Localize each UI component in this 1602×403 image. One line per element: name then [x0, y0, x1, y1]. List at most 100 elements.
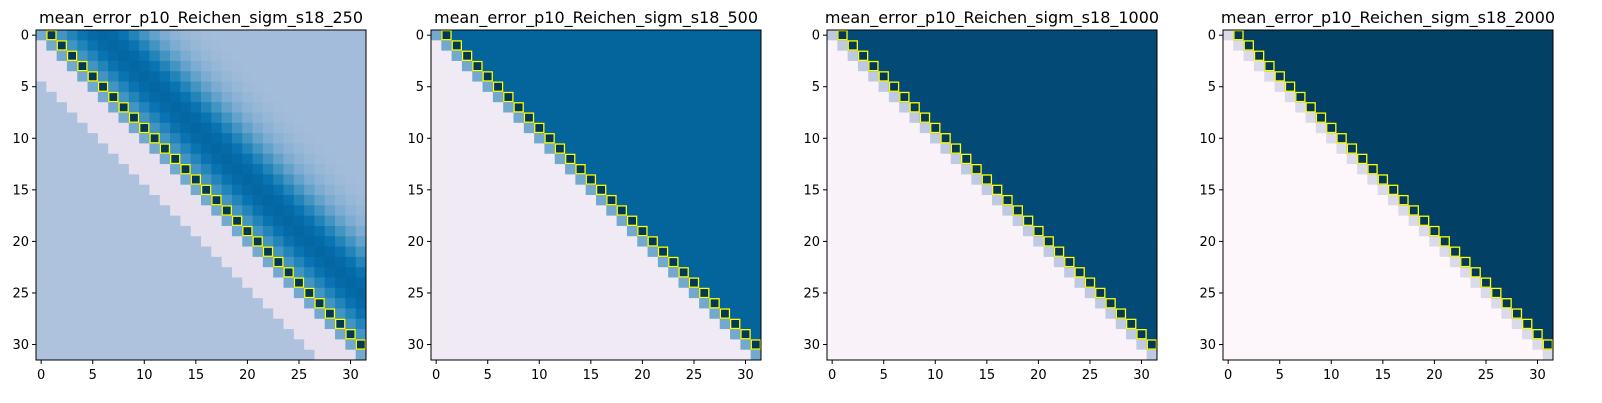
heatmap-cell — [441, 339, 453, 351]
heatmap-cell — [647, 205, 659, 217]
heatmap-cell — [97, 298, 109, 309]
heatmap-cell — [554, 277, 566, 289]
heatmap-cell — [1418, 205, 1430, 217]
heatmap-cell — [719, 102, 731, 113]
heatmap-cell — [211, 174, 223, 186]
heatmap-cell — [919, 91, 931, 103]
heatmap-cell — [1429, 102, 1440, 113]
heatmap-cell — [909, 50, 921, 62]
heatmap-cell — [1480, 91, 1492, 103]
heatmap-cell — [688, 81, 700, 93]
heatmap-cell — [283, 205, 295, 217]
heatmap-cell — [1336, 112, 1348, 124]
heatmap-cell — [1408, 205, 1420, 217]
heatmap-cell — [688, 339, 700, 351]
heatmap-cell — [1460, 225, 1471, 237]
heatmap-cell — [1022, 71, 1034, 82]
heatmap-cell — [1146, 184, 1158, 196]
heatmap-cell — [180, 143, 192, 155]
heatmap-cell — [1284, 205, 1296, 217]
heatmap-cell — [190, 50, 202, 62]
heatmap-cell — [585, 349, 597, 361]
heatmap-cell — [1243, 225, 1255, 237]
heatmap-cell — [647, 81, 659, 93]
heatmap-cell — [1064, 102, 1075, 113]
heatmap-cell — [827, 339, 838, 351]
heatmap-cell — [492, 184, 504, 196]
heatmap-cell — [492, 349, 504, 361]
heatmap-cell — [950, 215, 962, 227]
heatmap-cell — [242, 102, 253, 113]
heatmap-cell — [1305, 215, 1317, 227]
heatmap-cell — [201, 112, 212, 124]
heatmap-cell — [857, 195, 869, 206]
heatmap-cell — [1274, 30, 1286, 41]
heatmap-cell — [940, 153, 952, 165]
heatmap-cell — [149, 205, 161, 217]
heatmap-cell — [1253, 215, 1265, 227]
heatmap-cell — [1084, 60, 1096, 72]
heatmap-cell — [1357, 349, 1368, 361]
heatmap-cell — [242, 122, 253, 134]
heatmap-cell — [1480, 164, 1492, 175]
heatmap-cell — [857, 225, 869, 237]
heatmap-cell — [1223, 246, 1234, 258]
heatmap-cell — [1233, 153, 1245, 165]
heatmap-cell — [961, 236, 972, 247]
heatmap-cell — [719, 339, 731, 351]
heatmap-cell — [56, 102, 68, 113]
heatmap-cell — [1398, 164, 1410, 175]
heatmap-cell — [596, 195, 607, 206]
heatmap-cell — [837, 246, 849, 258]
heatmap-cell — [950, 174, 962, 186]
heatmap-cell — [1136, 329, 1148, 340]
heatmap-cell — [149, 50, 161, 62]
heatmap-cell — [159, 277, 171, 289]
heatmap-cell — [1388, 184, 1399, 196]
heatmap-cell — [1305, 143, 1317, 155]
heatmap-cell — [971, 81, 983, 93]
heatmap-cell — [1053, 91, 1065, 103]
y-tick-label: 25 — [12, 286, 29, 301]
heatmap-cell — [1542, 102, 1554, 113]
heatmap-cell — [304, 71, 315, 82]
heatmap-cell — [899, 308, 910, 320]
heatmap-cell — [482, 329, 494, 340]
heatmap-cell — [1105, 287, 1117, 299]
heatmap-cell — [940, 256, 952, 268]
heatmap-cell — [961, 174, 972, 186]
heatmap-cell — [750, 122, 762, 134]
heatmap-cell — [1346, 133, 1358, 144]
heatmap-cell — [87, 40, 99, 52]
heatmap-cell — [201, 339, 212, 351]
heatmap-cell — [534, 40, 545, 52]
heatmap-cell — [108, 256, 119, 268]
heatmap-cell — [847, 164, 859, 175]
diagonal-highlight-box — [1033, 225, 1044, 237]
heatmap-cell — [1491, 174, 1502, 186]
heatmap-cell — [139, 298, 150, 309]
heatmap-cell — [1357, 308, 1368, 320]
heatmap-cell — [1460, 174, 1471, 186]
heatmap-cell — [1084, 81, 1096, 93]
heatmap-cell — [1284, 318, 1296, 330]
heatmap-cell — [252, 50, 264, 62]
heatmap-cell — [492, 60, 504, 72]
heatmap-cell — [431, 133, 442, 144]
heatmap-cell — [1388, 91, 1399, 103]
heatmap-cell — [544, 205, 556, 217]
heatmap-cell — [1223, 60, 1234, 72]
heatmap-cell — [503, 60, 514, 72]
heatmap-cell — [878, 81, 890, 93]
heatmap-cell — [1074, 30, 1086, 41]
heatmap-cell — [190, 339, 202, 351]
heatmap-cell — [1480, 215, 1492, 227]
heatmap-cell — [637, 184, 648, 196]
heatmap-cell — [1084, 40, 1096, 52]
heatmap-cell — [1460, 256, 1471, 268]
heatmap-cell — [1418, 50, 1430, 62]
heatmap-cell — [513, 246, 525, 258]
heatmap-cell — [1233, 143, 1245, 155]
heatmap-cell — [1315, 277, 1327, 289]
